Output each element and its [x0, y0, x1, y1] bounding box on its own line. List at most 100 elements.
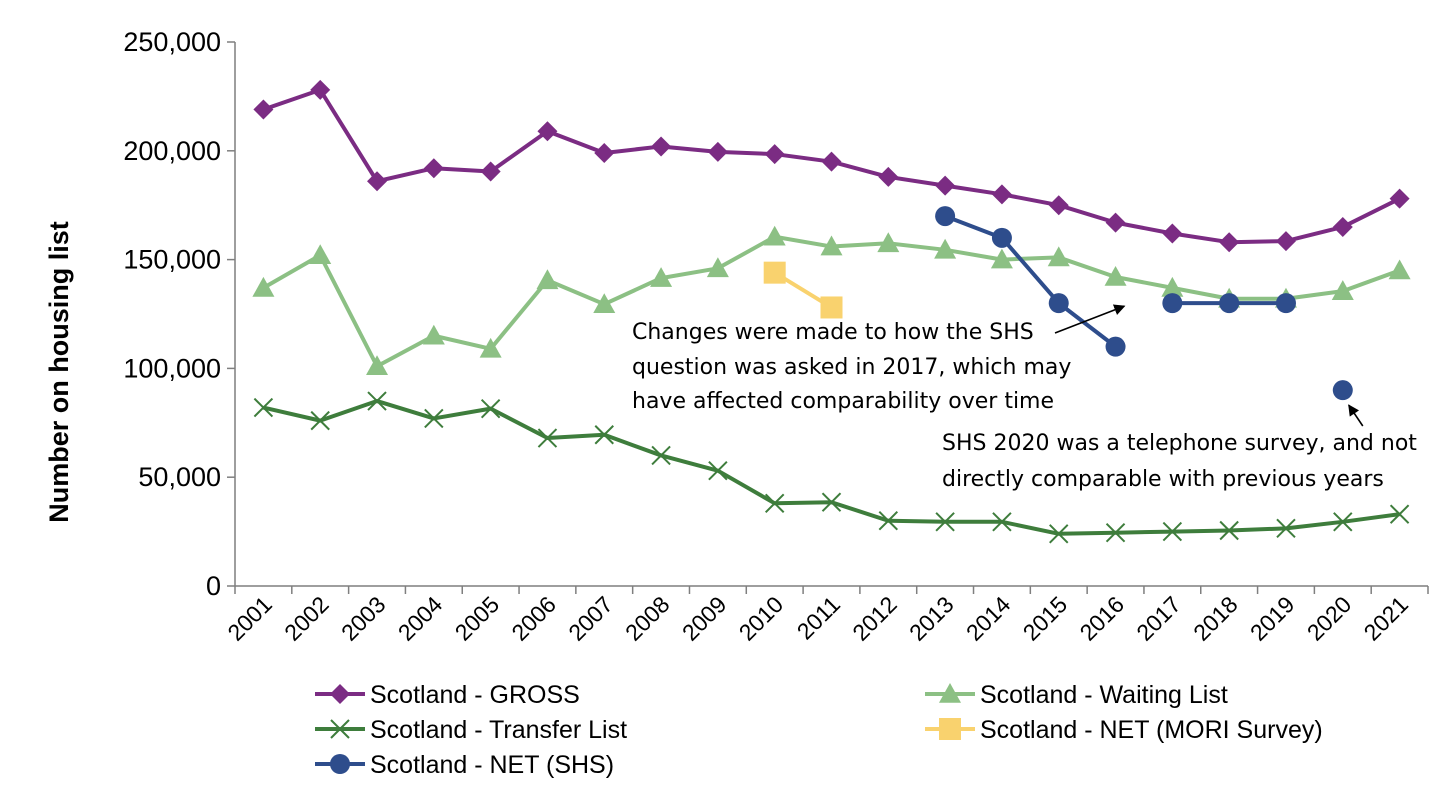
- data-point: [935, 206, 956, 227]
- annotation-2-line: SHS 2020 was a telephone survey, and not: [942, 431, 1417, 456]
- data-point: [252, 276, 275, 297]
- x-marker-stroke: [1049, 524, 1069, 544]
- data-point: [878, 166, 899, 187]
- data-point: [820, 296, 843, 319]
- legend-label: Scotland - NET (SHS): [370, 751, 614, 779]
- data-point: [651, 445, 671, 466]
- annotation-1-line: have affected comparability over time: [632, 389, 1054, 414]
- x-marker-stroke: [330, 719, 350, 739]
- data-point: [706, 257, 729, 278]
- data-point: [594, 425, 614, 445]
- y-tick-label: 100,000: [123, 353, 221, 383]
- x-marker-stroke: [878, 511, 899, 531]
- legend-entry: Scotland - GROSS: [315, 681, 580, 709]
- legend-marker: [330, 719, 350, 739]
- legend-entry: Scotland - NET (SHS): [315, 751, 614, 779]
- data-point: [1389, 504, 1410, 524]
- annotation-1-line: question was asked in 2017, which may: [632, 355, 1071, 380]
- legend-marker: [330, 684, 350, 704]
- x-tick-label: 2014: [961, 591, 1016, 646]
- annotations: Changes were made to how the SHS question…: [632, 304, 1417, 492]
- x-marker-stroke: [537, 428, 558, 448]
- data-point: [1104, 266, 1127, 286]
- x-tick-label: 2001: [222, 591, 277, 646]
- y-tick-label: 150,000: [123, 245, 221, 275]
- data-point: [763, 225, 786, 246]
- x-marker-stroke: [651, 445, 671, 466]
- x-tick-label: 2013: [904, 591, 959, 646]
- x-marker-stroke: [594, 425, 614, 445]
- legend-label: Scotland - NET (MORI Survey): [980, 716, 1323, 744]
- data-point: [1162, 293, 1183, 314]
- x-tick-label: 2008: [620, 591, 675, 646]
- legend-label: Scotland - Transfer List: [370, 716, 627, 744]
- data-point: [424, 408, 444, 429]
- x-marker-stroke: [992, 512, 1012, 532]
- x-tick-label: 2012: [847, 591, 902, 646]
- x-tick-label: 2007: [563, 591, 618, 646]
- x-marker-stroke: [935, 512, 955, 532]
- legend: Scotland - GROSS Scotland - Waiting List S…: [315, 681, 1323, 779]
- data-point: [821, 492, 842, 512]
- data-point: [310, 79, 331, 100]
- legend-marker: [939, 718, 961, 740]
- data-point: [1275, 293, 1296, 314]
- data-point: [1389, 188, 1410, 209]
- data-point: [650, 267, 673, 287]
- data-point: [820, 235, 843, 256]
- data-point: [366, 355, 389, 376]
- annotation-2-line: directly comparable with previous years: [942, 467, 1384, 492]
- legend-label: Scotland - Waiting List: [980, 681, 1228, 709]
- legend-entry: Scotland - Transfer List: [315, 716, 627, 744]
- data-point: [367, 171, 388, 192]
- annotation-1-line: Changes were made to how the SHS: [632, 320, 1034, 345]
- x-ticks: 2001 2002 2003 2004 2005 2006 2007 2008 2009 2010…: [222, 586, 1429, 646]
- data-point: [480, 398, 501, 419]
- data-point: [1219, 293, 1240, 314]
- data-point: [877, 232, 900, 253]
- data-point: [1105, 336, 1126, 357]
- data-point: [423, 158, 444, 179]
- x-tick-label: 2019: [1245, 591, 1300, 646]
- x-tick-label: 2021: [1359, 591, 1414, 646]
- legend-entry: Scotland - NET (MORI Survey): [925, 716, 1323, 744]
- x-marker-stroke: [1219, 520, 1239, 541]
- legend-marker: [330, 754, 350, 774]
- x-marker-stroke: [1162, 521, 1183, 542]
- x-tick-label: 2020: [1302, 591, 1357, 646]
- data-point: [878, 511, 899, 531]
- x-marker-stroke: [480, 398, 501, 419]
- data-point: [763, 261, 786, 284]
- y-tick-label: 250,000: [123, 27, 221, 57]
- y-tick-label: 50,000: [138, 462, 221, 492]
- data-point: [367, 391, 387, 411]
- data-point: [1331, 280, 1354, 300]
- data-point: [991, 227, 1012, 248]
- x-tick-label: 2004: [393, 591, 448, 646]
- data-point: [1332, 380, 1353, 401]
- data-point: [1219, 520, 1239, 541]
- x-tick-label: 2017: [1131, 591, 1186, 646]
- data-point: [1161, 276, 1184, 297]
- x-marker-stroke: [821, 492, 842, 512]
- data-point: [537, 121, 558, 142]
- x-marker-stroke: [1276, 518, 1296, 539]
- axes: [234, 42, 1428, 587]
- y-tick-label: 200,000: [123, 136, 221, 166]
- y-tick-label: 0: [206, 571, 221, 601]
- data-point: [253, 397, 274, 418]
- data-point: [537, 428, 558, 448]
- data-point: [764, 493, 785, 514]
- series-3: [763, 261, 843, 319]
- data-point: [1162, 223, 1183, 244]
- series-layer: [252, 79, 1411, 544]
- legend-marker: [939, 683, 961, 703]
- data-point: [1105, 212, 1126, 233]
- data-point: [990, 248, 1013, 269]
- x-tick-label: 2005: [450, 591, 505, 646]
- series-4: [935, 206, 1353, 401]
- x-tick-label: 2009: [677, 591, 732, 646]
- annotation-2-arrow: [1348, 404, 1364, 427]
- data-point: [1105, 522, 1126, 543]
- series-line: [944, 214, 1117, 349]
